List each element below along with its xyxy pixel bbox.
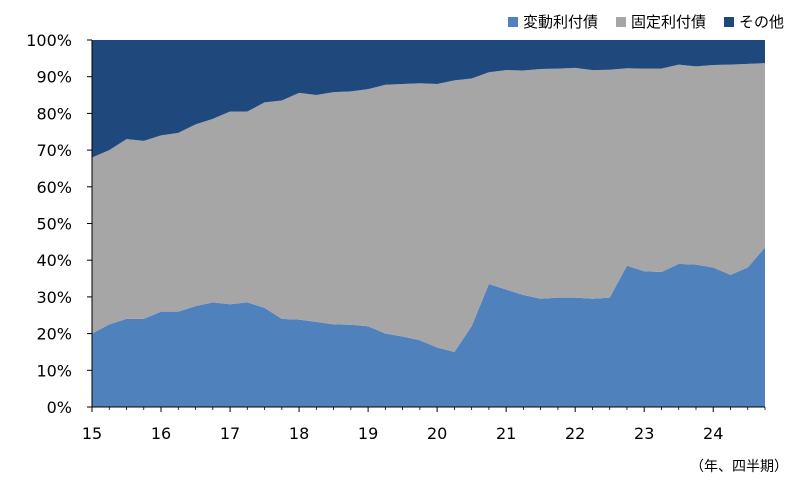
legend-label-other: その他: [738, 13, 784, 31]
y-tick-label-7: 70%: [36, 141, 72, 160]
x-tick-label-2: 17: [220, 424, 240, 443]
legend-swatch-fixed: [615, 16, 626, 27]
y-tick-label-2: 20%: [36, 325, 72, 344]
legend-label-fixed: 固定利付債: [630, 13, 706, 31]
y-tick-label-5: 50%: [36, 215, 72, 234]
x-axis-unit-label: （年、四半期）: [690, 459, 788, 475]
x-tick-label-8: 23: [634, 424, 654, 443]
legend-label-floating: 変動利付債: [522, 13, 598, 31]
area-series-2: [92, 63, 765, 352]
legend-swatch-floating: [507, 16, 518, 27]
y-tick-label-0: 0%: [47, 398, 72, 417]
x-tick-label-5: 20: [427, 424, 447, 443]
area-series-1: [92, 247, 765, 407]
legend-item-floating: 変動利付債: [507, 11, 598, 32]
y-tick-label-1: 10%: [36, 361, 72, 380]
y-tick-label-6: 60%: [36, 178, 72, 197]
x-tick-label-0: 15: [82, 424, 102, 443]
legend-item-fixed: 固定利付債: [615, 11, 706, 32]
x-tick-label-9: 24: [703, 424, 723, 443]
x-tick-label-4: 19: [358, 424, 378, 443]
chart-legend: 変動利付債 固定利付債 その他: [507, 11, 784, 32]
x-tick-label-6: 21: [496, 424, 516, 443]
x-tick-label-7: 22: [565, 424, 585, 443]
y-tick-label-3: 30%: [36, 288, 72, 307]
x-tick-label-1: 16: [151, 424, 171, 443]
legend-swatch-other: [723, 16, 734, 27]
y-tick-label-9: 90%: [36, 68, 72, 87]
y-tick-label-8: 80%: [36, 104, 72, 123]
legend-item-other: その他: [723, 11, 784, 32]
x-tick-label-3: 18: [289, 424, 309, 443]
y-tick-label-10: 100%: [26, 31, 72, 50]
y-tick-label-4: 40%: [36, 251, 72, 270]
area-series-3: [92, 40, 765, 158]
